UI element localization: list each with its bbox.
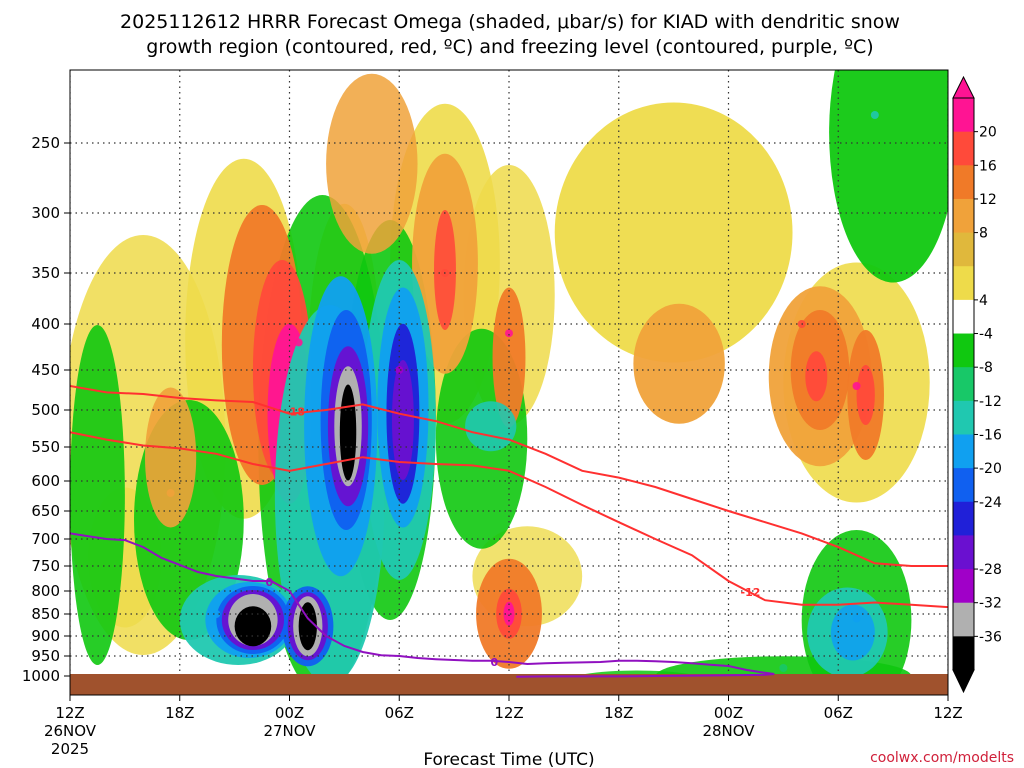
omega-feature-6 [395,366,404,374]
omega-feature-0 [166,489,175,497]
colorbar-label: -20 [979,461,1002,477]
y-tick-label: 450 [31,361,60,379]
y-axis: 250 300 350 400 450 500 550 600 650 700 750 800 850 9… [22,134,70,685]
x-tick-label: 18Z [604,704,633,722]
colorbar-swatch [953,232,974,267]
y-tick-label: 350 [31,264,60,282]
x-axis-title: Forecast Time (UTC) [423,750,594,768]
x-tick-label: 00Z [714,704,743,722]
colorbar-swatch [953,299,974,335]
y-tick-label: 600 [31,472,60,490]
y-tick-label: 1000 [22,667,60,685]
dgz-upper-label: -18 [285,405,305,418]
colorbar-swatch [953,165,974,200]
omega-feature-4 [303,623,312,632]
colorbar-swatch [953,98,974,133]
ground-bar [70,674,948,695]
colorbar-bottom-arrow [952,669,975,694]
omega-feature-14 [779,664,788,672]
y-tick-label: 250 [31,134,60,152]
chart-title-line1: 2025112612 HRRR Forecast Omega (shaded, … [120,11,900,33]
y-tick-label: 400 [31,315,60,333]
freezing-label-1: 0 [266,576,274,589]
freezing-level-contour [70,532,775,678]
colorbar-swatch [953,266,974,301]
colorbar-swatch [953,400,974,435]
colorbar-label: 4 [979,293,988,309]
colorbar-label: 12 [979,192,997,208]
y-tick-label: 950 [31,647,60,665]
dgz-lower-contour [70,431,948,609]
y-tick-label: 800 [31,582,60,600]
colorbar-swatch [953,333,974,368]
colorbar-label: 8 [979,226,988,242]
y-tick-label: 700 [31,530,60,548]
dgz-upper-contour [70,385,948,567]
omega-feature-3 [294,338,303,347]
omega-feature-13 [870,111,879,119]
x-tick-date: 28NOV [702,722,755,740]
omega-feature-2 [248,623,257,632]
plot-area: -18 -12 0 0 [70,70,948,695]
colorbar-swatch [953,501,974,536]
colorbar-label: -16 [979,427,1002,443]
y-tick-label: 750 [31,557,60,575]
contours: -18 -12 0 0 [70,385,948,678]
omega-feature-12 [852,614,861,623]
colorbar-swatch [953,198,974,234]
x-tick-label: 06Z [385,704,414,722]
colorbar-swatch [953,434,974,469]
y-tick-label: 850 [31,605,60,623]
x-tick-year: 2025 [51,740,89,758]
y-tick-label: 650 [31,502,60,520]
colorbar-swatch [953,569,974,604]
y-tick-label: 300 [31,204,60,222]
omega-feature-1 [212,610,221,618]
colorbar: 20 16 12 8 4 -4 -8 -12 -16 -20 -24 -28 -32 -36 [952,75,1002,694]
colorbar-label: -4 [979,327,993,343]
y-tick-label: 500 [31,401,60,419]
x-tick-date: 27NOV [263,722,316,740]
colorbar-label: -36 [979,629,1002,645]
colorbar-label: -32 [979,596,1002,612]
colorbar-swatch [953,602,974,637]
y-tick-label: 550 [31,438,60,456]
x-tick-label: 06Z [824,704,853,722]
colorbar-swatch [953,131,974,166]
y-tick-label: 900 [31,627,60,645]
colorbar-top-arrow [952,75,975,99]
x-tick-label: 18Z [165,704,194,722]
colorbar-label: -12 [979,394,1002,410]
colorbar-swatch [953,468,974,503]
colorbar-label: -24 [979,495,1002,511]
x-tick-date: 26NOV [44,722,97,740]
colorbar-label: 20 [979,125,997,141]
colorbar-label: -8 [979,360,993,376]
x-tick-label: 12Z [933,704,962,722]
freezing-label-2: 0 [491,656,499,669]
omega-feature-11 [852,382,861,390]
omega-shading [70,70,948,695]
colorbar-swatch [953,367,974,402]
colorbar-swatch [953,535,974,570]
colorbar-label: -28 [979,562,1002,578]
x-tick-label: 12Z [55,704,84,722]
omega-feature-8 [505,329,513,338]
chart-title-line2: growth region (contoured, red, ºC) and f… [146,36,873,58]
x-tick-label: 00Z [275,704,304,722]
credit-text: coolwx.com/modelts [870,750,1014,766]
colorbar-label: 16 [979,158,997,174]
colorbar-swatch [953,636,974,671]
dgz-lower-label: -12 [741,586,761,599]
x-tick-label: 12Z [494,704,523,722]
